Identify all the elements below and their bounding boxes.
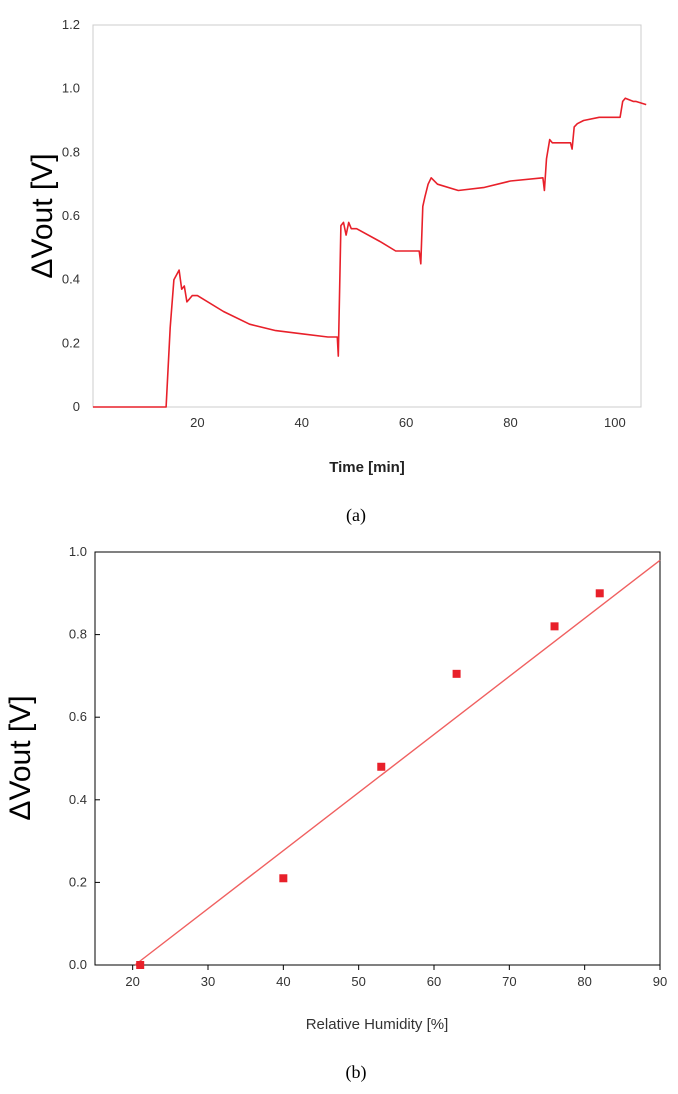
chart-b-y-tick-label: 0.0	[69, 957, 87, 972]
chart-a-x-tick-label: 60	[399, 415, 413, 430]
chart-a-x-tick-label: 20	[190, 415, 204, 430]
chart-a-x-tick-label: 100	[604, 415, 626, 430]
chart-b-data-point	[452, 669, 461, 678]
chart-b-y-tick-label: 0.6	[69, 709, 87, 724]
chart-a-y-tick-label: 0	[73, 399, 80, 414]
chart-b-y-tick-label: 0.2	[69, 874, 87, 889]
chart-b-panel-label: (b)	[346, 1062, 367, 1083]
chart-b-data-point	[595, 589, 604, 598]
chart-b-data-point	[377, 762, 386, 771]
chart-b-x-tick-label: 20	[125, 974, 139, 989]
chart-b-x-tick-label: 90	[653, 974, 667, 989]
chart-b: ΔVout [V] Relative Humidity [%] (b) 0.0 0…	[4, 544, 667, 1083]
chart-a-y-axis-label: ΔVout [V]	[26, 153, 59, 278]
chart-b-y-tick-label: 1.0	[69, 544, 87, 559]
chart-a-x-tick-label: 80	[503, 415, 517, 430]
chart-b-x-axis-label: Relative Humidity [%]	[306, 1016, 449, 1033]
chart-a: ΔVout [V] Time [min] (a) 0 0.2 0.4 0.6 0.8 1.…	[26, 17, 647, 526]
chart-a-y-tick-label: 0.8	[62, 144, 80, 159]
chart-a-x-tick-label: 40	[295, 415, 309, 430]
chart-a-y-tick-label: 1.2	[62, 17, 80, 32]
chart-a-panel-label: (a)	[346, 505, 366, 526]
chart-b-y-tick-label: 0.4	[69, 792, 87, 807]
chart-b-x-tick-label: 80	[577, 974, 591, 989]
chart-b-data-point	[279, 874, 288, 883]
chart-b-data-point	[550, 622, 559, 631]
chart-a-y-tick-label: 0.6	[62, 208, 80, 223]
chart-b-y-axis-label: ΔVout [V]	[4, 695, 37, 820]
chart-b-y-tick-label: 0.8	[69, 627, 87, 642]
chart-a-y-tick-label: 0.2	[62, 335, 80, 350]
chart-b-x-tick-label: 60	[427, 974, 441, 989]
chart-a-y-tick-label: 1.0	[62, 81, 80, 96]
chart-b-data-point	[136, 961, 145, 969]
chart-b-fit-line	[134, 559, 661, 966]
chart-b-x-tick-label: 30	[201, 974, 215, 989]
chart-a-y-tick-label: 0.4	[62, 272, 80, 287]
chart-b-plot-frame	[94, 551, 661, 966]
chart-b-x-tick-label: 70	[502, 974, 516, 989]
chart-a-series-line	[93, 97, 647, 408]
chart-b-x-tick-label: 40	[276, 974, 290, 989]
chart-a-plot-frame	[92, 24, 642, 408]
chart-a-x-axis-label: Time [min]	[329, 459, 405, 476]
chart-b-x-tick-label: 50	[351, 974, 365, 989]
